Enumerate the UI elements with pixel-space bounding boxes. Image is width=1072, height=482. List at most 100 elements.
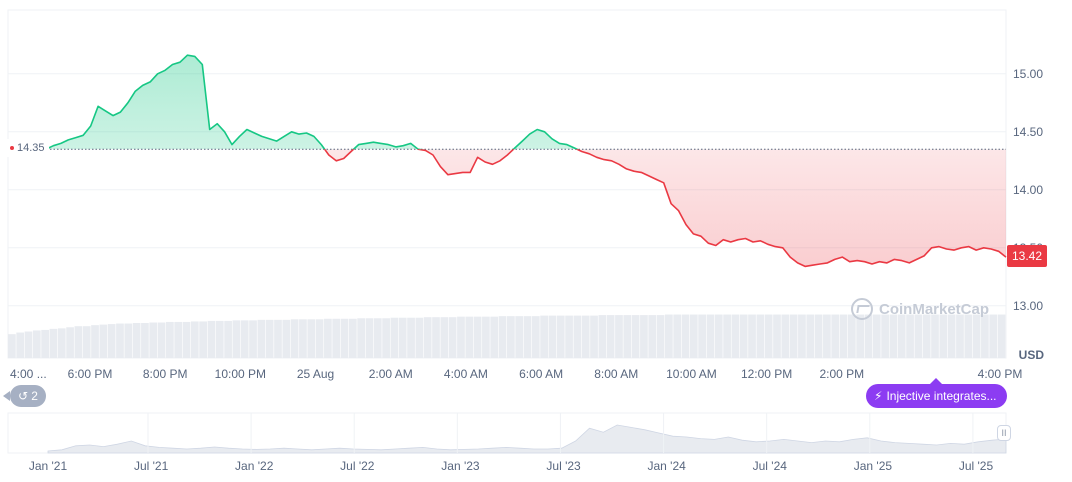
coinmarketcap-logo-icon bbox=[851, 298, 873, 320]
volume-bar bbox=[282, 319, 291, 358]
volume-bar bbox=[457, 316, 465, 358]
volume-bar bbox=[947, 314, 956, 358]
volume-bar bbox=[348, 318, 357, 358]
volume-bar bbox=[116, 323, 124, 358]
volume-bar bbox=[465, 316, 474, 358]
volume-bar bbox=[981, 314, 989, 358]
volume-bar bbox=[773, 314, 781, 358]
volume-bar bbox=[407, 317, 415, 358]
current-price-tag: 13.42 bbox=[1007, 245, 1047, 267]
volume-bar bbox=[240, 320, 249, 358]
volume-bar bbox=[41, 329, 49, 358]
x-tick-label: 12:00 PM bbox=[741, 367, 792, 381]
volume-bar bbox=[714, 314, 723, 358]
volume-bar bbox=[174, 321, 183, 358]
volume-bar bbox=[565, 315, 573, 358]
volume-bar bbox=[49, 328, 58, 358]
watermark-text: CoinMarketCap bbox=[879, 300, 990, 318]
volume-bar bbox=[515, 316, 524, 358]
volume-bar bbox=[132, 323, 141, 358]
volume-bar bbox=[964, 314, 973, 358]
volume-bar bbox=[956, 314, 964, 358]
volume-bar bbox=[872, 314, 881, 358]
volume-bar bbox=[581, 315, 590, 358]
volume-bar bbox=[324, 318, 332, 358]
volume-bar bbox=[781, 314, 790, 358]
x-tick-label: 10:00 AM bbox=[666, 367, 717, 381]
volume-bar bbox=[856, 314, 865, 358]
history-badge[interactable]: ↺ 2 bbox=[3, 385, 46, 407]
volume-bar bbox=[590, 315, 598, 358]
volume-bar bbox=[689, 314, 698, 358]
volume-bar bbox=[8, 334, 16, 358]
x-tick-label: 8:00 PM bbox=[143, 367, 188, 381]
volume-bar bbox=[157, 322, 166, 358]
overview-navigator[interactable]: Jan '21 Jul '21 Jan '22 Jul '22 Jan '23 Jul '… bbox=[7, 412, 1072, 473]
volume-bars bbox=[8, 314, 1006, 358]
volume-bar bbox=[207, 320, 216, 358]
volume-bar bbox=[989, 314, 998, 358]
volume-bar bbox=[498, 316, 507, 358]
volume-bar bbox=[182, 321, 191, 358]
volume-bar bbox=[66, 327, 74, 358]
volume-bar bbox=[390, 317, 399, 358]
volume-bar bbox=[922, 314, 931, 358]
news-event-label: Injective integrates... bbox=[886, 389, 997, 403]
volume-bar bbox=[897, 314, 906, 358]
volume-bar bbox=[739, 314, 748, 358]
y-tick-label: 14.50 bbox=[1013, 125, 1043, 139]
volume-bar bbox=[215, 320, 224, 358]
volume-bar bbox=[257, 319, 266, 358]
volume-bar bbox=[415, 317, 424, 358]
volume-bar bbox=[199, 321, 207, 358]
volume-bar bbox=[548, 315, 557, 358]
price-area bbox=[46, 55, 1006, 267]
volume-bar bbox=[315, 319, 324, 358]
volume-bar bbox=[706, 314, 715, 358]
volume-bar bbox=[631, 315, 640, 358]
volume-bar bbox=[99, 324, 108, 358]
volume-bar bbox=[16, 332, 25, 358]
volume-bar bbox=[398, 317, 407, 358]
overview-tick-label: Jul '24 bbox=[753, 459, 788, 473]
volume-bar bbox=[24, 331, 33, 358]
x-tick-label: 25 Aug bbox=[297, 367, 334, 381]
overview-area bbox=[47, 424, 1007, 454]
volume-bar bbox=[798, 314, 806, 358]
price-line-down bbox=[45, 149, 1007, 268]
volume-bar bbox=[806, 314, 815, 358]
bolt-icon: ⚡︎ bbox=[874, 389, 883, 403]
area-above-baseline bbox=[46, 55, 577, 150]
overview-tick-label: Jul '21 bbox=[134, 459, 169, 473]
volume-bar bbox=[166, 321, 174, 358]
x-tick-label: 4:00 AM bbox=[444, 367, 488, 381]
x-tick-label: 4:00 ... bbox=[10, 367, 47, 381]
volume-bar bbox=[57, 328, 66, 358]
overview-tick-label: Jan '23 bbox=[441, 459, 480, 473]
volume-bar bbox=[756, 314, 765, 358]
x-tick-label: 2:00 AM bbox=[369, 367, 413, 381]
coinmarketcap-watermark: CoinMarketCap bbox=[851, 298, 989, 320]
volume-bar bbox=[365, 318, 374, 358]
x-tick-label: 8:00 AM bbox=[594, 367, 638, 381]
volume-bar bbox=[382, 318, 390, 358]
volume-bar bbox=[190, 321, 199, 358]
volume-bar bbox=[74, 326, 83, 358]
volume-bar bbox=[640, 315, 648, 358]
volume-bar bbox=[32, 330, 41, 358]
overview-tick-label: Jul '23 bbox=[546, 459, 581, 473]
volume-bar bbox=[864, 314, 873, 358]
overview-scroll-handle[interactable]: II bbox=[997, 425, 1011, 441]
overview-tick-label: Jan '22 bbox=[235, 459, 274, 473]
volume-bar bbox=[224, 320, 232, 358]
volume-bar bbox=[731, 314, 740, 358]
volume-bar bbox=[423, 317, 432, 358]
x-tick-label: 10:00 PM bbox=[215, 367, 266, 381]
volume-bar bbox=[507, 316, 515, 358]
x-axis: 4:00 ... 6:00 PM 8:00 PM 10:00 PM 25 Aug 2:00… bbox=[10, 367, 1022, 381]
news-event-pill[interactable]: ⚡︎ Injective integrates... bbox=[866, 378, 1007, 408]
volume-bar bbox=[881, 314, 889, 358]
